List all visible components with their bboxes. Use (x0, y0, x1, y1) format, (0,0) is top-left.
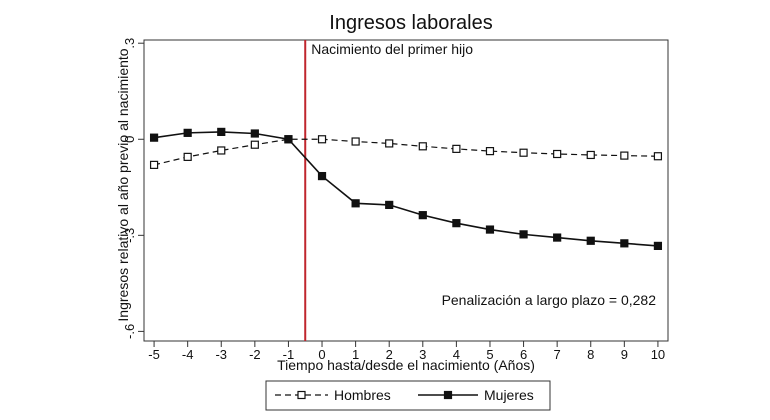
point-hombres (385, 139, 394, 148)
birth-vline-label: Nacimiento del primer hijo (311, 41, 473, 57)
x-tick-label: 0 (318, 347, 325, 362)
point-hombres (452, 144, 461, 153)
legend-entries: Hombres Mujeres (275, 387, 534, 403)
y-tick-label: 0 (122, 136, 137, 143)
point-mujeres (385, 200, 394, 210)
penalty-annotation: Penalización a largo plazo = 0,282 (442, 292, 657, 308)
point-mujeres (653, 241, 663, 250)
series-line-hombres (153, 138, 658, 166)
point-mujeres (586, 236, 595, 245)
birth-marker: Nacimiento del primer hijo (304, 40, 473, 341)
x-tick-label: 3 (419, 347, 426, 362)
y-axis-label: Ingresos relativo al año previo al nacim… (115, 48, 131, 321)
x-tick-label: 5 (486, 347, 493, 362)
point-hombres (149, 160, 159, 169)
y-tick-label: -.3 (122, 228, 137, 243)
point-mujeres (620, 239, 629, 248)
x-axis: -5 -4 -3 -2 -1 0 1 2 3 4 5 6 7 8 9 10 (148, 341, 665, 362)
point-hombres (317, 135, 327, 144)
point-hombres (418, 142, 427, 151)
point-mujeres (183, 128, 192, 137)
x-tick-label: 10 (651, 347, 665, 362)
point-hombres (351, 137, 360, 146)
x-tick-label: -3 (215, 347, 227, 362)
point-hombres (586, 150, 595, 160)
point-hombres (217, 146, 226, 155)
point-hombres (183, 152, 192, 161)
x-tick-label: 9 (621, 347, 628, 362)
point-mujeres (485, 225, 495, 234)
legend (265, 380, 551, 411)
point-hombres (553, 149, 562, 159)
point-mujeres (418, 211, 427, 220)
x-axis-label: Tiempo hasta/desde el nacimiento (Años) (277, 357, 535, 373)
y-tick-label: -.6 (122, 324, 137, 339)
legend-marker-mujeres (443, 390, 453, 400)
point-hombres (620, 151, 629, 160)
chart-title: Ingresos laborales (329, 12, 492, 34)
point-mujeres (149, 133, 159, 142)
x-tick-label: -4 (182, 347, 194, 362)
x-tick-label: 2 (386, 347, 393, 362)
x-tick-label: 4 (453, 347, 460, 362)
legend-marker-hombres (297, 390, 306, 400)
x-tick-label: -5 (148, 347, 160, 362)
point-mujeres (553, 233, 562, 242)
x-tick-label: 8 (587, 347, 594, 362)
point-mujeres (351, 199, 360, 208)
point-hombres (653, 152, 663, 161)
point-mujeres (452, 219, 461, 228)
point-mujeres (217, 127, 226, 137)
point-hombres (519, 148, 528, 157)
x-tick-label: -2 (249, 347, 261, 362)
series-group (149, 127, 663, 250)
legend-label-mujeres: Mujeres (484, 387, 534, 403)
point-hombres (485, 147, 495, 156)
point-hombres (250, 140, 259, 149)
point-mujeres (519, 230, 528, 239)
y-axis: .3 0 -.3 -.6 (122, 38, 144, 339)
point-mujeres (250, 129, 259, 138)
x-tick-label: 7 (554, 347, 561, 362)
point-mujeres (317, 171, 327, 181)
x-tick-label: -1 (283, 347, 295, 362)
legend-label-hombres: Hombres (334, 387, 391, 403)
x-tick-label: 6 (520, 347, 527, 362)
plot-frame (143, 39, 669, 342)
point-mujeres (284, 135, 293, 144)
series-line-mujeres (153, 131, 658, 247)
x-tick-label: 1 (352, 347, 359, 362)
y-tick-label: .3 (122, 38, 137, 49)
